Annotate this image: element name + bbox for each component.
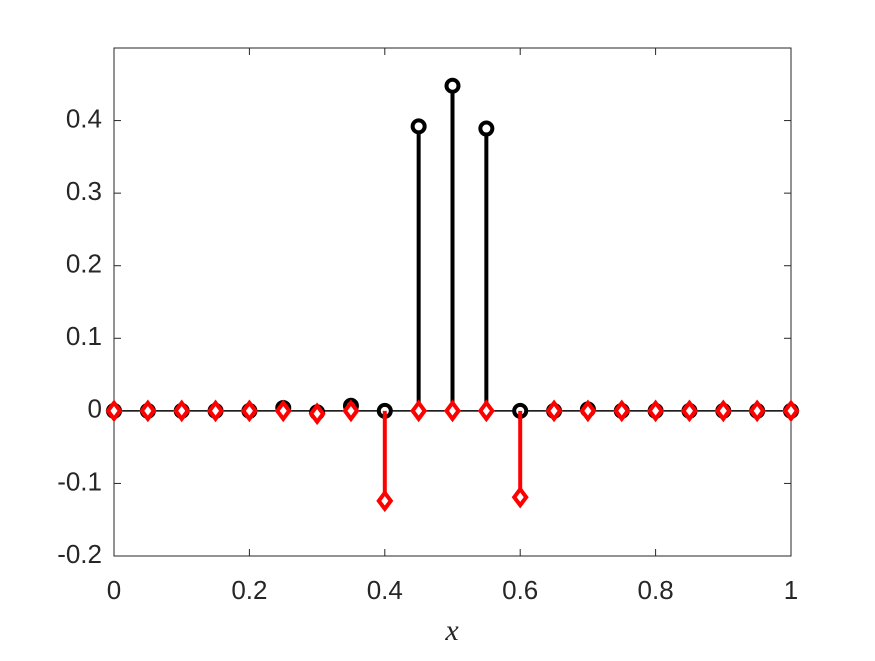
y-tick-label: 0 (88, 394, 102, 424)
x-tick-label: 0.6 (502, 575, 538, 605)
y-tick-label: 0.1 (66, 321, 102, 351)
stem-marker (139, 399, 157, 423)
stem-marker (173, 399, 191, 423)
x-tick-label: 0.2 (231, 575, 267, 605)
stem-marker (680, 399, 698, 423)
stem-marker (647, 399, 665, 423)
stem-marker (410, 118, 427, 135)
x-tick-label: 0 (107, 575, 121, 605)
stem-marker (613, 399, 631, 423)
y-tick-label: 0.4 (66, 103, 102, 133)
stem-marker (714, 399, 732, 423)
x-tick-label: 0.8 (638, 575, 674, 605)
y-tick-label: 0.2 (66, 249, 102, 279)
x-axis-label: x (444, 614, 459, 647)
stem-marker (240, 399, 258, 423)
y-tick-label: -0.2 (57, 539, 102, 569)
stem-marker (376, 489, 394, 513)
stem-marker (274, 399, 292, 423)
stem-marker (511, 485, 529, 509)
stem-marker (545, 399, 563, 423)
x-tick-label: 0.4 (367, 575, 403, 605)
stem-marker (748, 399, 766, 423)
stem-marker (579, 399, 597, 423)
y-tick-label: -0.1 (57, 466, 102, 496)
stem-marker (782, 399, 800, 423)
stem-marker (105, 399, 123, 423)
stem-marker (444, 399, 461, 423)
stem-marker (410, 399, 428, 423)
stem-marker (478, 120, 495, 137)
stem-marker (342, 399, 360, 423)
stem-marker (444, 77, 461, 94)
stem-marker (308, 402, 326, 426)
y-tick-label: 0.3 (66, 176, 102, 206)
stem-marker (477, 399, 495, 423)
stem-marker (207, 399, 225, 423)
x-tick-label: 1 (784, 575, 798, 605)
